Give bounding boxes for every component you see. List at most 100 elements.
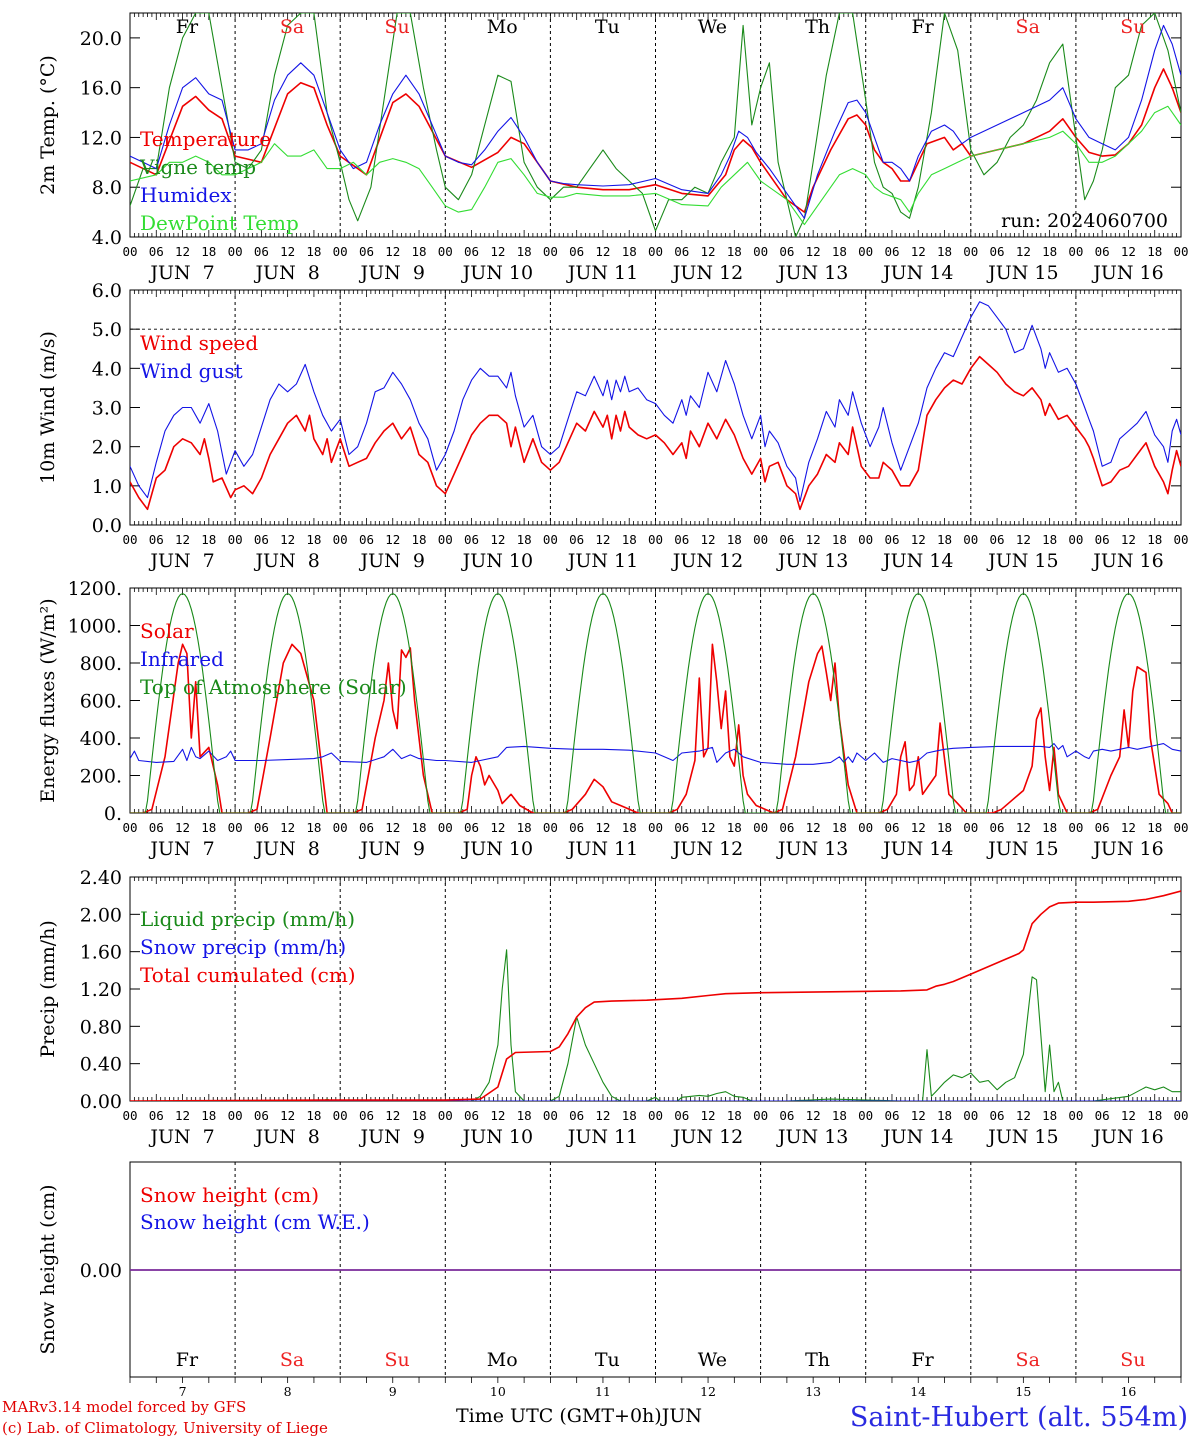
hour-tick-label: 18 — [306, 820, 321, 835]
hour-tick-label: 18 — [832, 532, 847, 547]
y-tick-label: 400. — [80, 728, 122, 750]
date-tick-label: JUN 9 — [359, 550, 425, 572]
hour-tick-label: 18 — [622, 820, 637, 835]
hour-tick-label: 06 — [1095, 532, 1110, 547]
hour-tick-label: 12 — [280, 820, 295, 835]
day-number-label: 12 — [700, 1384, 716, 1399]
series-group — [130, 890, 1181, 1101]
month-label: JUN — [661, 1405, 702, 1427]
series-line — [130, 301, 1181, 503]
date-tick-label: JUN 8 — [253, 838, 319, 860]
date-tick-label: JUN 12 — [671, 550, 743, 572]
hour-tick-label: 00 — [1173, 820, 1188, 835]
hour-tick-label: 06 — [359, 532, 374, 547]
series-line — [130, 593, 1181, 813]
hour-tick-label: 00 — [438, 244, 453, 259]
hour-tick-label: 18 — [727, 820, 742, 835]
hour-tick-label: 18 — [727, 244, 742, 259]
hour-tick-label: 18 — [201, 244, 216, 259]
series-line — [130, 355, 1181, 511]
hour-tick-label: 12 — [806, 1108, 821, 1123]
day-number-label: 14 — [910, 1384, 926, 1399]
hour-tick-label: 12 — [701, 1108, 716, 1123]
hour-tick-label: 12 — [911, 532, 926, 547]
hour-tick-label: 06 — [569, 820, 584, 835]
hour-tick-label: 00 — [543, 1108, 558, 1123]
hour-tick-label: 12 — [806, 820, 821, 835]
plot-frame — [129, 587, 1182, 814]
weekday-label: Sa — [1016, 1349, 1040, 1371]
date-tick-label: JUN 11 — [566, 1126, 638, 1148]
hour-tick-label: 18 — [411, 532, 426, 547]
hour-tick-label: 12 — [1016, 820, 1031, 835]
y-tick-label: 3.0 — [92, 398, 122, 420]
hour-tick-label: 00 — [333, 820, 348, 835]
y-tick-label: 2.40 — [80, 867, 122, 889]
hour-tick-label: 06 — [359, 820, 374, 835]
legend-entry: Wind gust — [140, 359, 243, 383]
date-tick-label: JUN 12 — [671, 262, 743, 284]
series-group — [130, 13, 1181, 237]
hour-tick-label: 00 — [858, 532, 873, 547]
panel-wind: 00 06 12 18 00 06 12 18 00 06 12 18 00 06 12 18 00 06 12 18… — [37, 280, 1189, 572]
y-tick-label: 0.00 — [80, 1091, 122, 1113]
hour-tick-label: 00 — [228, 1108, 243, 1123]
hour-tick-label: 18 — [517, 820, 532, 835]
hour-tick-label: 06 — [779, 244, 794, 259]
hour-tick-label: 18 — [201, 820, 216, 835]
date-tick-label: JUN 10 — [461, 838, 533, 860]
hour-tick-label: 12 — [385, 244, 400, 259]
y-tick-label: 1200. — [68, 578, 122, 600]
hour-tick-label: 00 — [1173, 1108, 1188, 1123]
hour-tick-label: 18 — [1147, 244, 1162, 259]
hour-tick-label: 12 — [1016, 532, 1031, 547]
series-group — [130, 593, 1181, 813]
date-tick-label: JUN 9 — [359, 838, 425, 860]
hour-tick-label: 06 — [990, 1108, 1005, 1123]
series-line — [130, 949, 1181, 1101]
hour-tick-label: 12 — [385, 532, 400, 547]
date-tick-label: JUN 12 — [671, 838, 743, 860]
day-number-label: 13 — [805, 1384, 821, 1399]
date-tick-label: JUN 9 — [359, 262, 425, 284]
hour-tick-label: 12 — [595, 820, 610, 835]
hour-tick-label: 00 — [963, 820, 978, 835]
date-tick-label: JUN 13 — [776, 1126, 848, 1148]
panel-snow: 7 8 9 10 11 12 13 14 15 16 Snow height (cm) 0.00 Fr S… — [37, 1161, 1182, 1399]
hour-tick-label: 12 — [490, 1108, 505, 1123]
date-tick-label: JUN 8 — [253, 262, 319, 284]
hour-tick-label: 18 — [727, 532, 742, 547]
hour-tick-label: 00 — [1068, 820, 1083, 835]
hour-tick-label: 12 — [280, 1108, 295, 1123]
hour-tick-label: 18 — [832, 244, 847, 259]
hour-tick-label: 12 — [806, 532, 821, 547]
hour-tick-label: 18 — [1147, 1108, 1162, 1123]
hour-tick-label: 18 — [622, 244, 637, 259]
hour-tick-label: 12 — [595, 1108, 610, 1123]
hour-tick-label: 06 — [990, 244, 1005, 259]
hour-tick-label: 18 — [1147, 532, 1162, 547]
date-tick-label: JUN 14 — [881, 262, 953, 284]
date-tick-label: JUN 14 — [881, 550, 953, 572]
date-tick-label: JUN 8 — [253, 550, 319, 572]
legend-entry: Vigne temp — [139, 155, 256, 179]
hour-tick-label: 18 — [517, 1108, 532, 1123]
hour-tick-label: 18 — [411, 820, 426, 835]
y-tick-label: 0.00 — [80, 1260, 122, 1282]
legend-entry: Humidex — [140, 183, 232, 207]
hour-tick-label: 06 — [464, 532, 479, 547]
hour-tick-label: 18 — [517, 244, 532, 259]
hour-tick-label: 12 — [595, 244, 610, 259]
legend-entry: DewPoint Temp — [140, 211, 299, 235]
legend-entry: Total cumulated (cm) — [140, 963, 356, 987]
weekday-label: Su — [384, 1349, 409, 1371]
y-tick-label: 0.80 — [80, 1016, 122, 1038]
model-credit: MARv3.14 model forced by GFS — [2, 1398, 247, 1416]
hour-tick-label: 12 — [1121, 244, 1136, 259]
weekday-label: Sa — [1016, 16, 1040, 38]
hour-tick-label: 06 — [149, 532, 164, 547]
weekday-label: Sa — [280, 1349, 304, 1371]
weekday-label: Su — [384, 16, 409, 38]
hour-tick-label: 06 — [569, 244, 584, 259]
hour-tick-label: 06 — [884, 820, 899, 835]
